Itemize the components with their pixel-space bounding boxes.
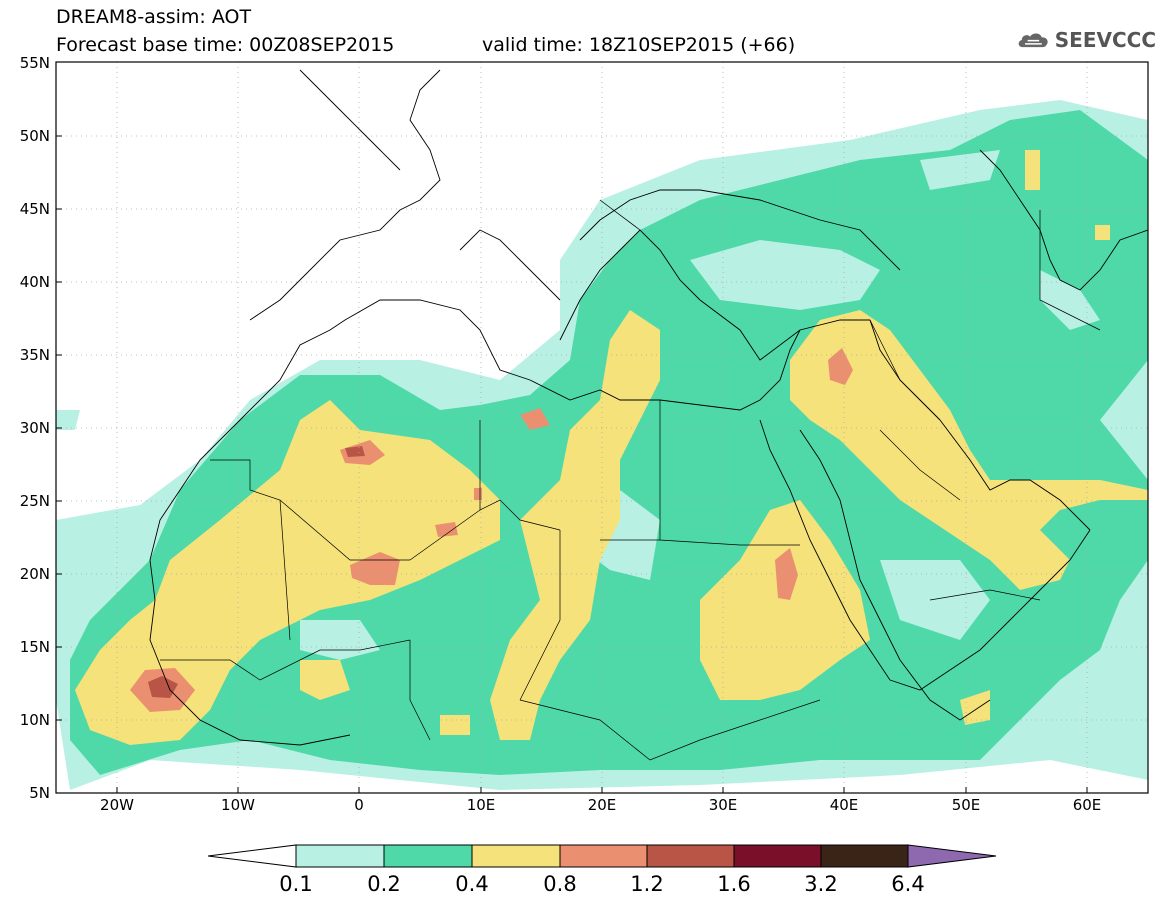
- colorbar: [207, 844, 997, 868]
- country-borders: [160, 199, 1101, 761]
- lat-tick-label: 50N: [19, 127, 50, 145]
- colorbar-bin-1: [295, 844, 385, 868]
- map-title: DREAM8-assim: AOT: [56, 6, 252, 28]
- lon-tick-label: 0: [354, 796, 364, 814]
- lon-tick-label: 10W: [221, 796, 255, 814]
- colorbar-label: 6.4: [891, 872, 925, 896]
- coastlines: [149, 69, 1148, 746]
- colorbar-label: 1.6: [717, 872, 751, 896]
- colorbar-label: 3.2: [804, 872, 838, 896]
- lat-tick-label: 35N: [19, 346, 50, 364]
- lon-tick-label: 40E: [829, 796, 859, 814]
- tick-marks: [56, 135, 1088, 793]
- lon-tick-label: 50E: [951, 796, 981, 814]
- lat-tick-label: 5N: [29, 784, 50, 802]
- lat-tick-label: 45N: [19, 200, 50, 218]
- colorbar-label: 0.2: [367, 872, 401, 896]
- lon-tick-label: 60E: [1072, 796, 1102, 814]
- lon-tick-label: 20W: [100, 796, 134, 814]
- aot-level-0.1-inner: [300, 150, 1100, 660]
- lat-tick-label: 15N: [19, 638, 50, 656]
- valid-time: valid time: 18Z10SEP2015 (+66): [482, 34, 796, 56]
- graticule: [56, 62, 1148, 793]
- colorbar-label: 1.2: [630, 872, 664, 896]
- colorbar-label: 0.1: [279, 872, 313, 896]
- lon-tick-label: 10E: [466, 796, 496, 814]
- colorbar-under-arrow: [207, 844, 297, 868]
- cloud-icon: [1018, 33, 1048, 48]
- colorbar-bin-6: [733, 844, 822, 868]
- colorbar-bin-7: [820, 844, 909, 868]
- lat-tick-label: 25N: [19, 492, 50, 510]
- colorbar-label: 0.4: [455, 872, 489, 896]
- lat-tick-label: 30N: [19, 419, 50, 437]
- colorbar-bin-4: [559, 844, 648, 868]
- lon-tick-label: 20E: [587, 796, 617, 814]
- forecast-base-time: Forecast base time: 00Z08SEP2015: [56, 34, 395, 56]
- lat-tick-label: 20N: [19, 565, 50, 583]
- lat-tick-label: 40N: [19, 273, 50, 291]
- colorbar-bin-3: [471, 844, 561, 868]
- aot-field: [56, 100, 1148, 790]
- logo-text: SEEVCCC: [1054, 28, 1156, 52]
- lat-tick-label: 55N: [19, 54, 50, 72]
- colorbar-bin-2: [383, 844, 473, 868]
- colorbar-label: 0.8: [543, 872, 577, 896]
- colorbar-bin-5: [646, 844, 735, 868]
- lat-tick-label: 10N: [19, 711, 50, 729]
- aot-level-0.4: [75, 150, 1148, 745]
- lon-tick-label: 30E: [708, 796, 738, 814]
- seevccc-logo: SEEVCCC: [1016, 20, 1156, 60]
- aot-level-1.2: [148, 446, 365, 698]
- colorbar-over-arrow: [907, 844, 997, 868]
